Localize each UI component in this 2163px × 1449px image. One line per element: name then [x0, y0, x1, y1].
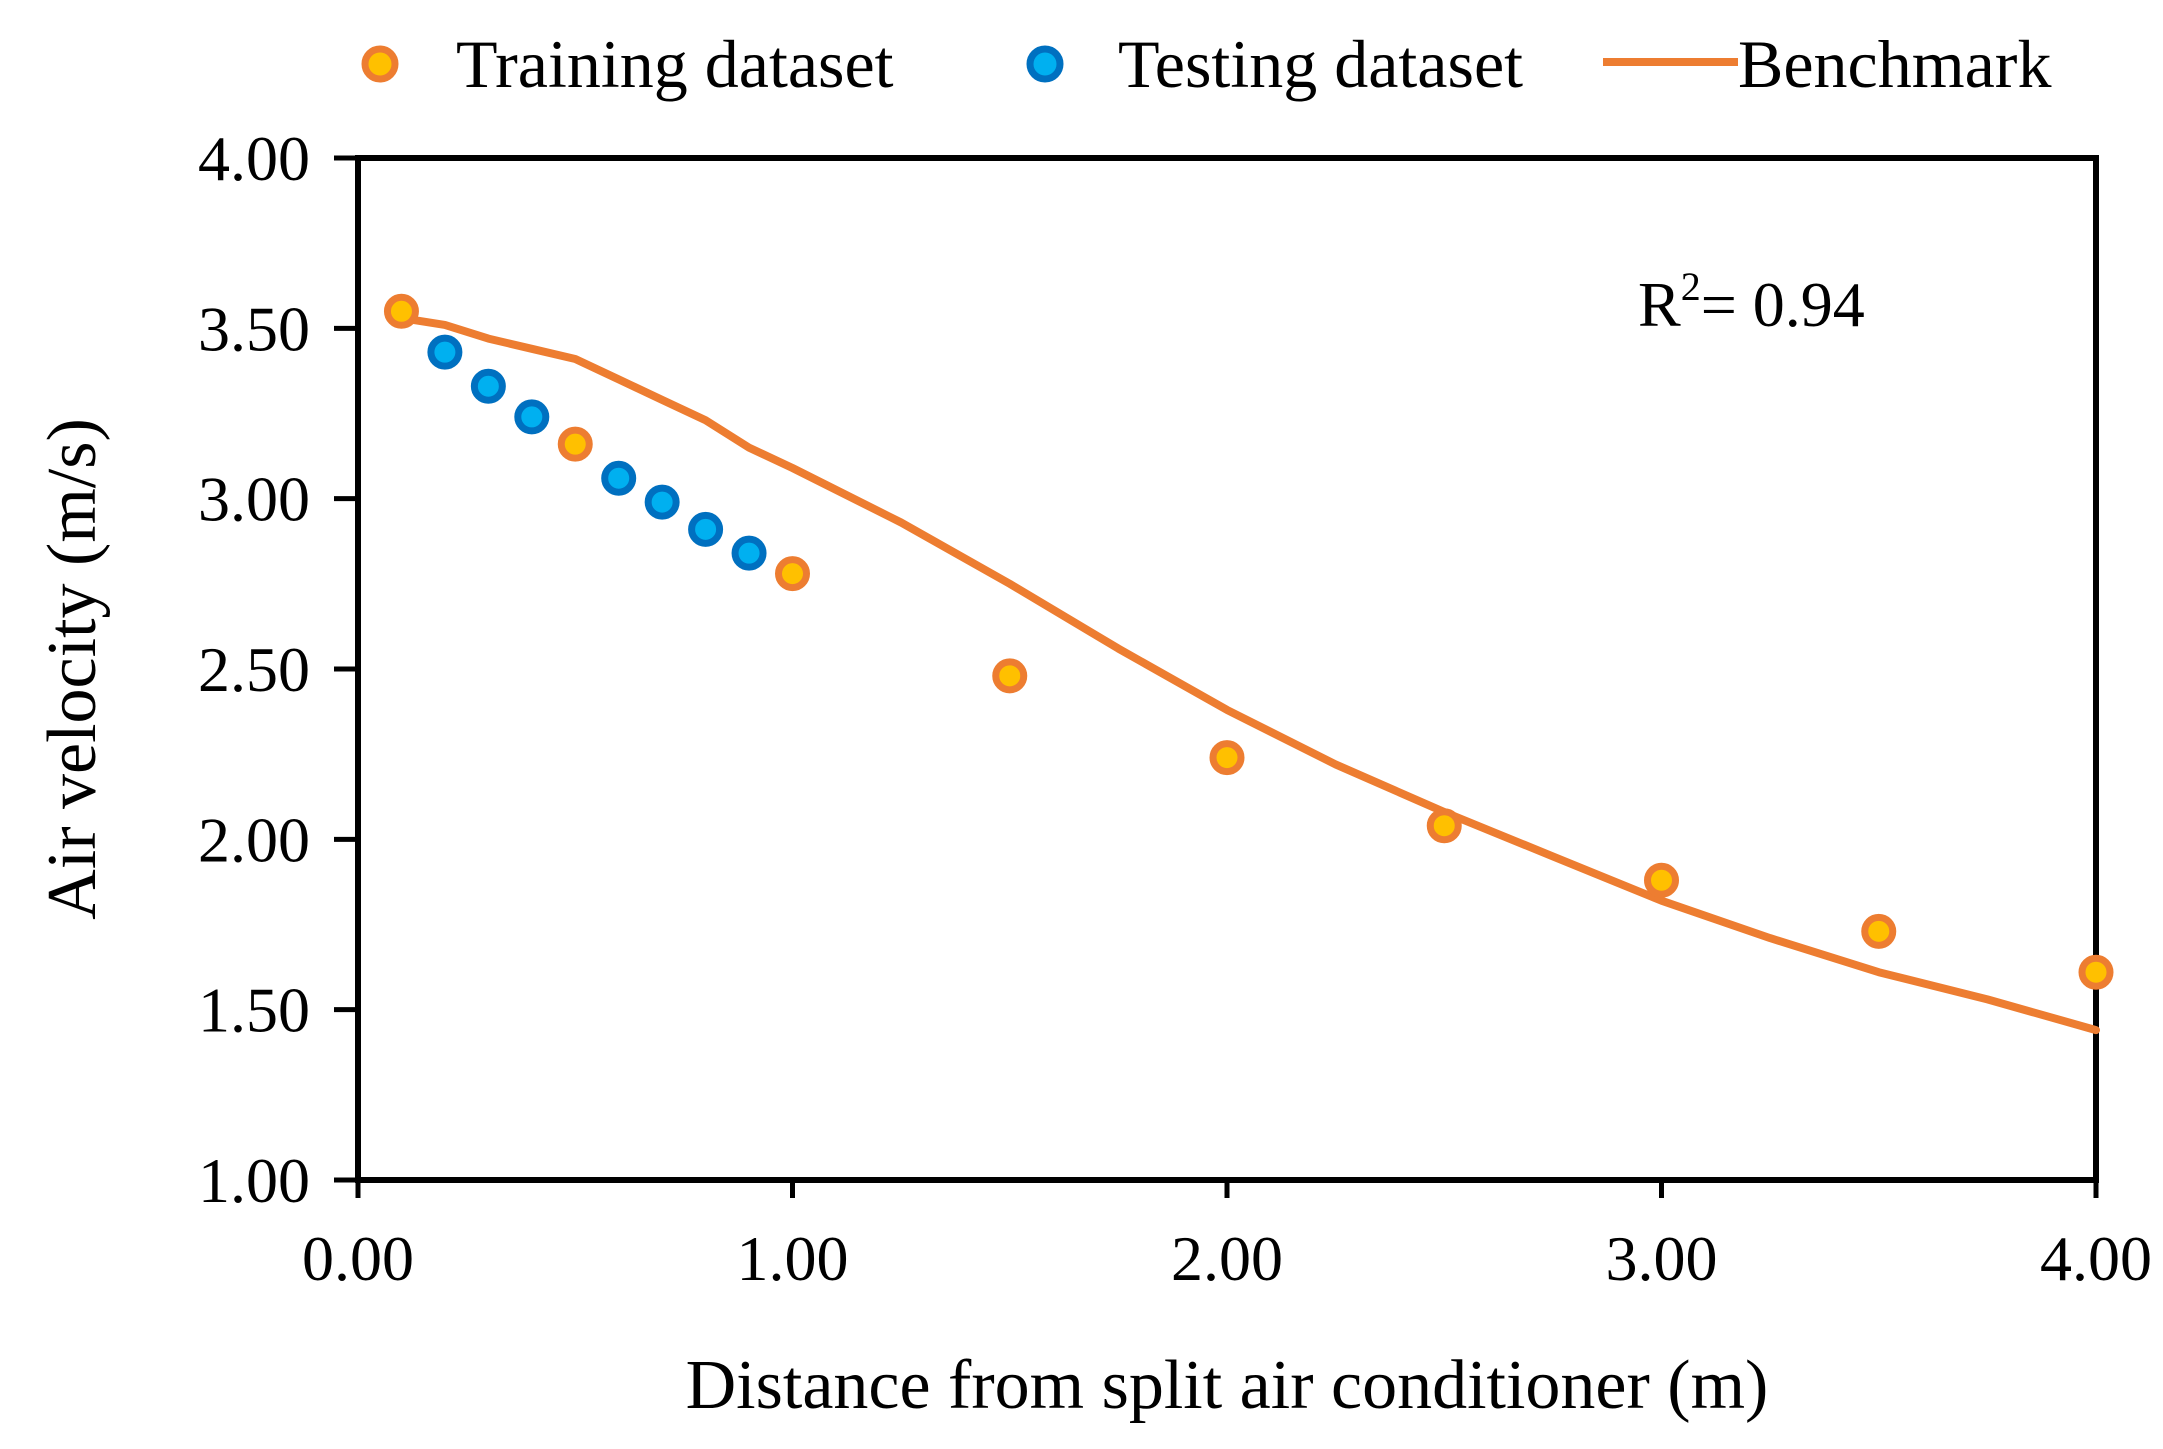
- testing-point: [514, 399, 550, 435]
- y-tick-label: 3.00: [198, 464, 310, 535]
- legend-training-marker: [361, 45, 399, 83]
- training-point: [1644, 862, 1679, 898]
- y-axis-title: Air velocity (m/s): [34, 418, 111, 920]
- training-point: [2078, 954, 2114, 990]
- r-squared-value: = 0.94: [1701, 269, 1865, 340]
- x-tick-label: 3.00: [1606, 1223, 1718, 1294]
- r-squared-prefix: R: [1638, 269, 1681, 340]
- legend-item-training: Training dataset: [361, 26, 894, 102]
- x-tick-label: 4.00: [2040, 1223, 2152, 1294]
- training-point: [1426, 808, 1462, 844]
- y-tick-label: 1.00: [198, 1145, 310, 1216]
- y-tick-label: 4.00: [198, 123, 310, 194]
- benchmark-line: [397, 314, 2100, 1035]
- testing-point: [427, 334, 463, 370]
- legend-benchmark-label: Benchmark: [1738, 26, 2051, 102]
- training-point: [775, 556, 810, 592]
- legend-item-testing: Testing dataset: [1026, 26, 1523, 102]
- testing-point: [644, 484, 680, 520]
- legend-item-benchmark: Benchmark: [1603, 26, 2051, 102]
- r-squared-superscript: 2: [1681, 264, 1701, 309]
- legend-testing-marker: [1026, 45, 1064, 83]
- legend-training-label: Training dataset: [456, 26, 894, 102]
- x-tick-label: 2.00: [1171, 1223, 1283, 1294]
- legend-testing-label: Testing dataset: [1118, 26, 1523, 102]
- testing-point: [688, 511, 724, 547]
- testing-point: [601, 460, 637, 496]
- y-tick-label: 2.50: [198, 634, 310, 705]
- series-layer: [383, 293, 2114, 1035]
- testing-point: [731, 535, 767, 571]
- x-tick-label: 1.00: [737, 1223, 849, 1294]
- training-point: [1209, 740, 1245, 776]
- legend: Training dataset Testing dataset Benchma…: [361, 26, 2051, 102]
- training-point: [383, 293, 419, 329]
- tick-labels: 0.00 1.00 2.00 3.00 4.001.001.502.002.503.00…: [198, 123, 2152, 1294]
- x-tick-label: 0.00: [302, 1223, 414, 1294]
- training-point: [1861, 913, 1897, 949]
- training-point: [992, 658, 1028, 694]
- r-squared-annotation: R2= 0.94: [1638, 264, 1865, 340]
- testing-point: [470, 368, 506, 404]
- y-tick-label: 1.50: [198, 975, 310, 1046]
- y-tick-label: 2.00: [198, 804, 310, 875]
- y-tick-label: 3.50: [198, 293, 310, 364]
- training-point: [557, 426, 593, 462]
- x-axis-title: Distance from split air conditioner (m): [686, 1347, 1769, 1424]
- ticks: [334, 155, 2099, 1198]
